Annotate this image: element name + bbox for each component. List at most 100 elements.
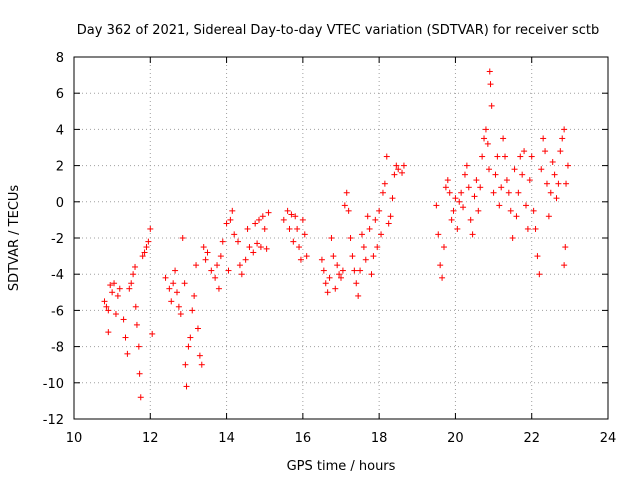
data-point bbox=[204, 249, 211, 256]
data-point bbox=[175, 303, 182, 310]
x-tick-label: 18 bbox=[371, 431, 388, 446]
data-point bbox=[553, 195, 560, 202]
data-point bbox=[463, 162, 470, 169]
data-point bbox=[486, 68, 493, 75]
data-point bbox=[477, 184, 484, 191]
data-point bbox=[292, 213, 299, 220]
y-tick-label: 0 bbox=[56, 196, 64, 211]
data-points bbox=[101, 68, 571, 401]
data-point bbox=[149, 330, 156, 337]
data-point bbox=[238, 271, 245, 278]
data-point bbox=[502, 153, 509, 160]
data-point bbox=[564, 162, 571, 169]
data-point bbox=[114, 292, 121, 299]
data-point bbox=[513, 213, 520, 220]
data-point bbox=[296, 244, 303, 251]
data-point bbox=[112, 311, 119, 318]
data-point bbox=[446, 189, 453, 196]
data-point bbox=[521, 148, 528, 155]
data-point bbox=[507, 207, 514, 214]
data-point bbox=[357, 267, 364, 274]
data-point bbox=[111, 280, 118, 287]
y-tick-label: -4 bbox=[51, 268, 64, 283]
data-point bbox=[265, 209, 272, 216]
data-point bbox=[290, 238, 297, 245]
data-point bbox=[294, 225, 301, 232]
data-point bbox=[172, 267, 179, 274]
x-tick-label: 22 bbox=[523, 431, 540, 446]
data-point bbox=[133, 321, 140, 328]
data-point bbox=[561, 126, 568, 133]
x-tick-label: 16 bbox=[295, 431, 312, 446]
data-point bbox=[137, 394, 144, 401]
data-point bbox=[318, 256, 325, 263]
data-point bbox=[255, 216, 262, 223]
data-point bbox=[549, 158, 556, 165]
y-tick-label: 4 bbox=[56, 123, 64, 138]
data-point bbox=[349, 253, 356, 260]
data-point bbox=[227, 216, 234, 223]
data-point bbox=[145, 238, 152, 245]
data-point bbox=[212, 274, 219, 281]
data-point bbox=[194, 325, 201, 332]
data-point bbox=[435, 231, 442, 238]
data-point bbox=[162, 274, 169, 281]
data-point bbox=[170, 280, 177, 287]
y-tick-label: 6 bbox=[56, 87, 64, 102]
data-point bbox=[280, 216, 287, 223]
data-point bbox=[551, 171, 558, 178]
data-point bbox=[244, 225, 251, 232]
data-point bbox=[526, 177, 533, 184]
data-point bbox=[562, 244, 569, 251]
x-tick-label: 24 bbox=[600, 431, 617, 446]
data-point bbox=[219, 238, 226, 245]
data-point bbox=[488, 102, 495, 109]
data-point bbox=[332, 285, 339, 292]
data-point bbox=[496, 202, 503, 209]
y-tick-label: -12 bbox=[43, 413, 64, 428]
data-point bbox=[320, 267, 327, 274]
data-point bbox=[215, 285, 222, 292]
data-point bbox=[458, 189, 465, 196]
data-point bbox=[217, 253, 224, 260]
data-point bbox=[193, 262, 200, 269]
data-point bbox=[141, 249, 148, 256]
data-point bbox=[383, 153, 390, 160]
data-point bbox=[339, 267, 346, 274]
x-tick-label: 12 bbox=[142, 431, 159, 446]
data-point bbox=[341, 202, 348, 209]
data-point bbox=[330, 253, 337, 260]
data-point bbox=[105, 307, 112, 314]
data-point bbox=[484, 140, 491, 147]
data-point bbox=[368, 271, 375, 278]
data-point bbox=[324, 289, 331, 296]
data-point bbox=[395, 166, 402, 173]
data-point bbox=[301, 231, 308, 238]
data-point bbox=[362, 256, 369, 263]
data-point bbox=[288, 211, 295, 218]
y-tick-labels: -12 -10 -8 -6 -4 -2 0 2 4 6 8 bbox=[43, 51, 64, 428]
data-point bbox=[437, 262, 444, 269]
data-point bbox=[479, 153, 486, 160]
data-point bbox=[452, 195, 459, 202]
data-point bbox=[519, 171, 526, 178]
data-point bbox=[181, 280, 188, 287]
data-point bbox=[563, 180, 570, 187]
data-point bbox=[358, 231, 365, 238]
data-point bbox=[561, 262, 568, 269]
data-point bbox=[187, 334, 194, 341]
data-point bbox=[198, 361, 205, 368]
data-point bbox=[440, 244, 447, 251]
data-point bbox=[400, 162, 407, 169]
data-point bbox=[465, 184, 472, 191]
data-point bbox=[225, 267, 232, 274]
data-point bbox=[202, 256, 209, 263]
data-point bbox=[545, 213, 552, 220]
data-point bbox=[182, 361, 189, 368]
data-point bbox=[107, 282, 114, 289]
data-point bbox=[442, 184, 449, 191]
y-tick-label: -10 bbox=[43, 377, 64, 392]
data-point bbox=[252, 220, 259, 227]
data-point bbox=[101, 298, 108, 305]
